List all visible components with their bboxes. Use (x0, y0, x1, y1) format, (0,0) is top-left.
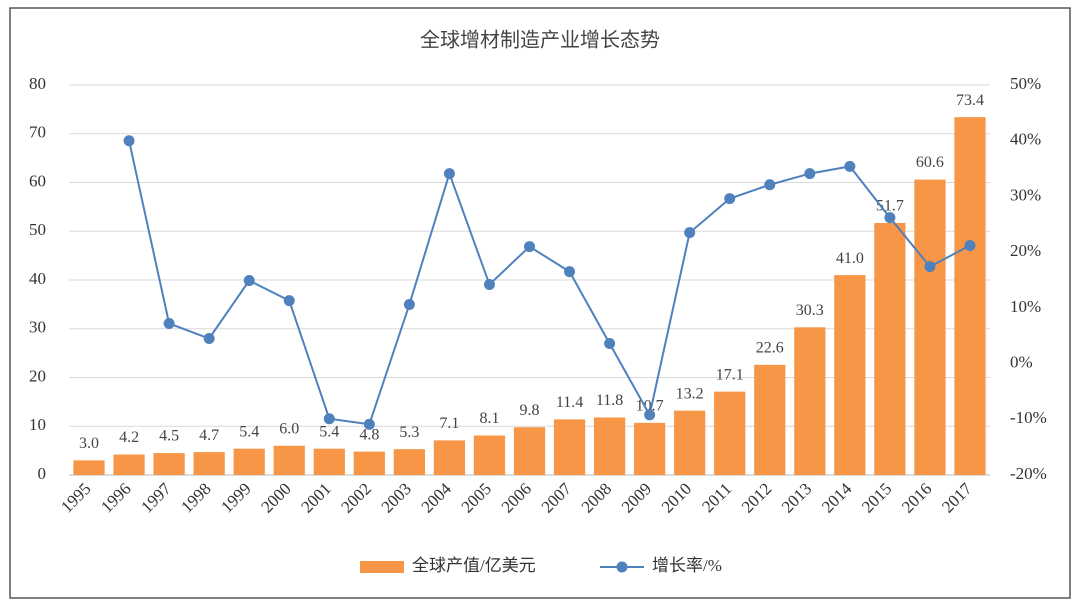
line-marker (323, 413, 335, 425)
bar (153, 453, 185, 475)
bar (634, 422, 666, 475)
y-tick-label: 70 (29, 123, 46, 142)
value-label: 4.7 (199, 427, 219, 444)
bar (353, 451, 385, 475)
bar (113, 454, 145, 475)
line-marker (844, 160, 856, 172)
chart-title: 全球增材制造产业增长态势 (420, 29, 660, 52)
y-tick-label: 0 (38, 464, 47, 483)
value-label: 3.0 (79, 435, 99, 452)
value-label: 11.4 (556, 394, 583, 411)
value-label: 8.1 (479, 410, 499, 427)
line-marker (884, 212, 896, 224)
bar (954, 117, 986, 476)
line-marker (123, 135, 135, 147)
bar (273, 445, 305, 475)
value-label: 22.6 (756, 339, 784, 356)
bar (513, 427, 546, 475)
y-tick-label: 80 (29, 74, 46, 93)
y2-tick-label: 30% (1010, 185, 1041, 204)
bar (914, 179, 946, 475)
legend-label: 增长率/% (652, 556, 722, 575)
value-label: 51.7 (876, 198, 904, 215)
value-label: 11.8 (596, 392, 623, 409)
bar (73, 460, 105, 475)
bar (874, 222, 906, 475)
y-tick-label: 30 (29, 318, 46, 337)
line-marker (764, 179, 776, 191)
value-label: 60.6 (916, 154, 944, 171)
line-marker (443, 168, 455, 180)
y-tick-label: 20 (29, 366, 46, 385)
bar (593, 417, 626, 475)
y2-tick-label: 40% (1010, 130, 1041, 149)
bar (674, 410, 706, 475)
bar (313, 448, 345, 475)
value-label: 73.4 (956, 92, 984, 109)
value-label: 9.8 (520, 402, 540, 419)
value-label: 4.2 (119, 429, 139, 446)
y-tick-label: 10 (29, 415, 46, 434)
value-label: 17.1 (716, 366, 744, 383)
line (128, 140, 971, 426)
bar (193, 452, 225, 475)
line-marker (363, 418, 375, 430)
bar (233, 448, 265, 475)
line-marker (964, 239, 976, 251)
y2-tick-label: -10% (1010, 408, 1047, 427)
bar (433, 440, 466, 475)
value-label: 5.3 (399, 424, 419, 441)
line-marker (924, 261, 936, 273)
value-label: 6.0 (279, 420, 299, 437)
line-marker (243, 275, 255, 287)
line-marker (804, 168, 816, 180)
bar (553, 419, 586, 475)
value-label: 5.4 (239, 423, 259, 440)
bar (794, 327, 826, 475)
line-marker (203, 333, 215, 344)
value-label: 13.2 (676, 385, 704, 402)
value-label: 4.5 (159, 428, 179, 445)
y-tick-label: 50 (29, 220, 46, 239)
line-marker (163, 317, 175, 329)
value-label: 7.1 (439, 415, 459, 432)
y2-tick-label: -20% (1010, 464, 1047, 483)
bar (834, 275, 866, 475)
y2-tick-label: 20% (1010, 241, 1041, 260)
bar (473, 435, 506, 475)
line-marker (403, 299, 415, 311)
value-label: 4.8 (359, 426, 379, 443)
line-marker (604, 338, 616, 350)
line-marker (644, 409, 656, 421)
line-marker (724, 193, 736, 205)
legend-swatch (616, 561, 628, 573)
y2-tick-label: 50% (1010, 74, 1041, 93)
y-tick-label: 60 (29, 171, 46, 190)
y2-tick-label: 0% (1010, 352, 1033, 371)
line-marker (283, 295, 295, 307)
value-label: 41.0 (836, 250, 864, 267)
line-marker (483, 278, 495, 290)
line-marker (684, 227, 696, 239)
bar (754, 364, 786, 475)
y-tick-label: 40 (29, 269, 46, 288)
value-label: 5.4 (319, 423, 339, 440)
legend-label: 全球产值/亿美元 (412, 556, 536, 575)
value-label: 30.3 (796, 302, 824, 319)
line-marker (524, 241, 535, 253)
y2-tick-label: 10% (1010, 297, 1041, 316)
legend-swatch (360, 561, 404, 573)
line-marker (564, 266, 576, 278)
bar (393, 449, 425, 475)
bar (714, 391, 746, 475)
